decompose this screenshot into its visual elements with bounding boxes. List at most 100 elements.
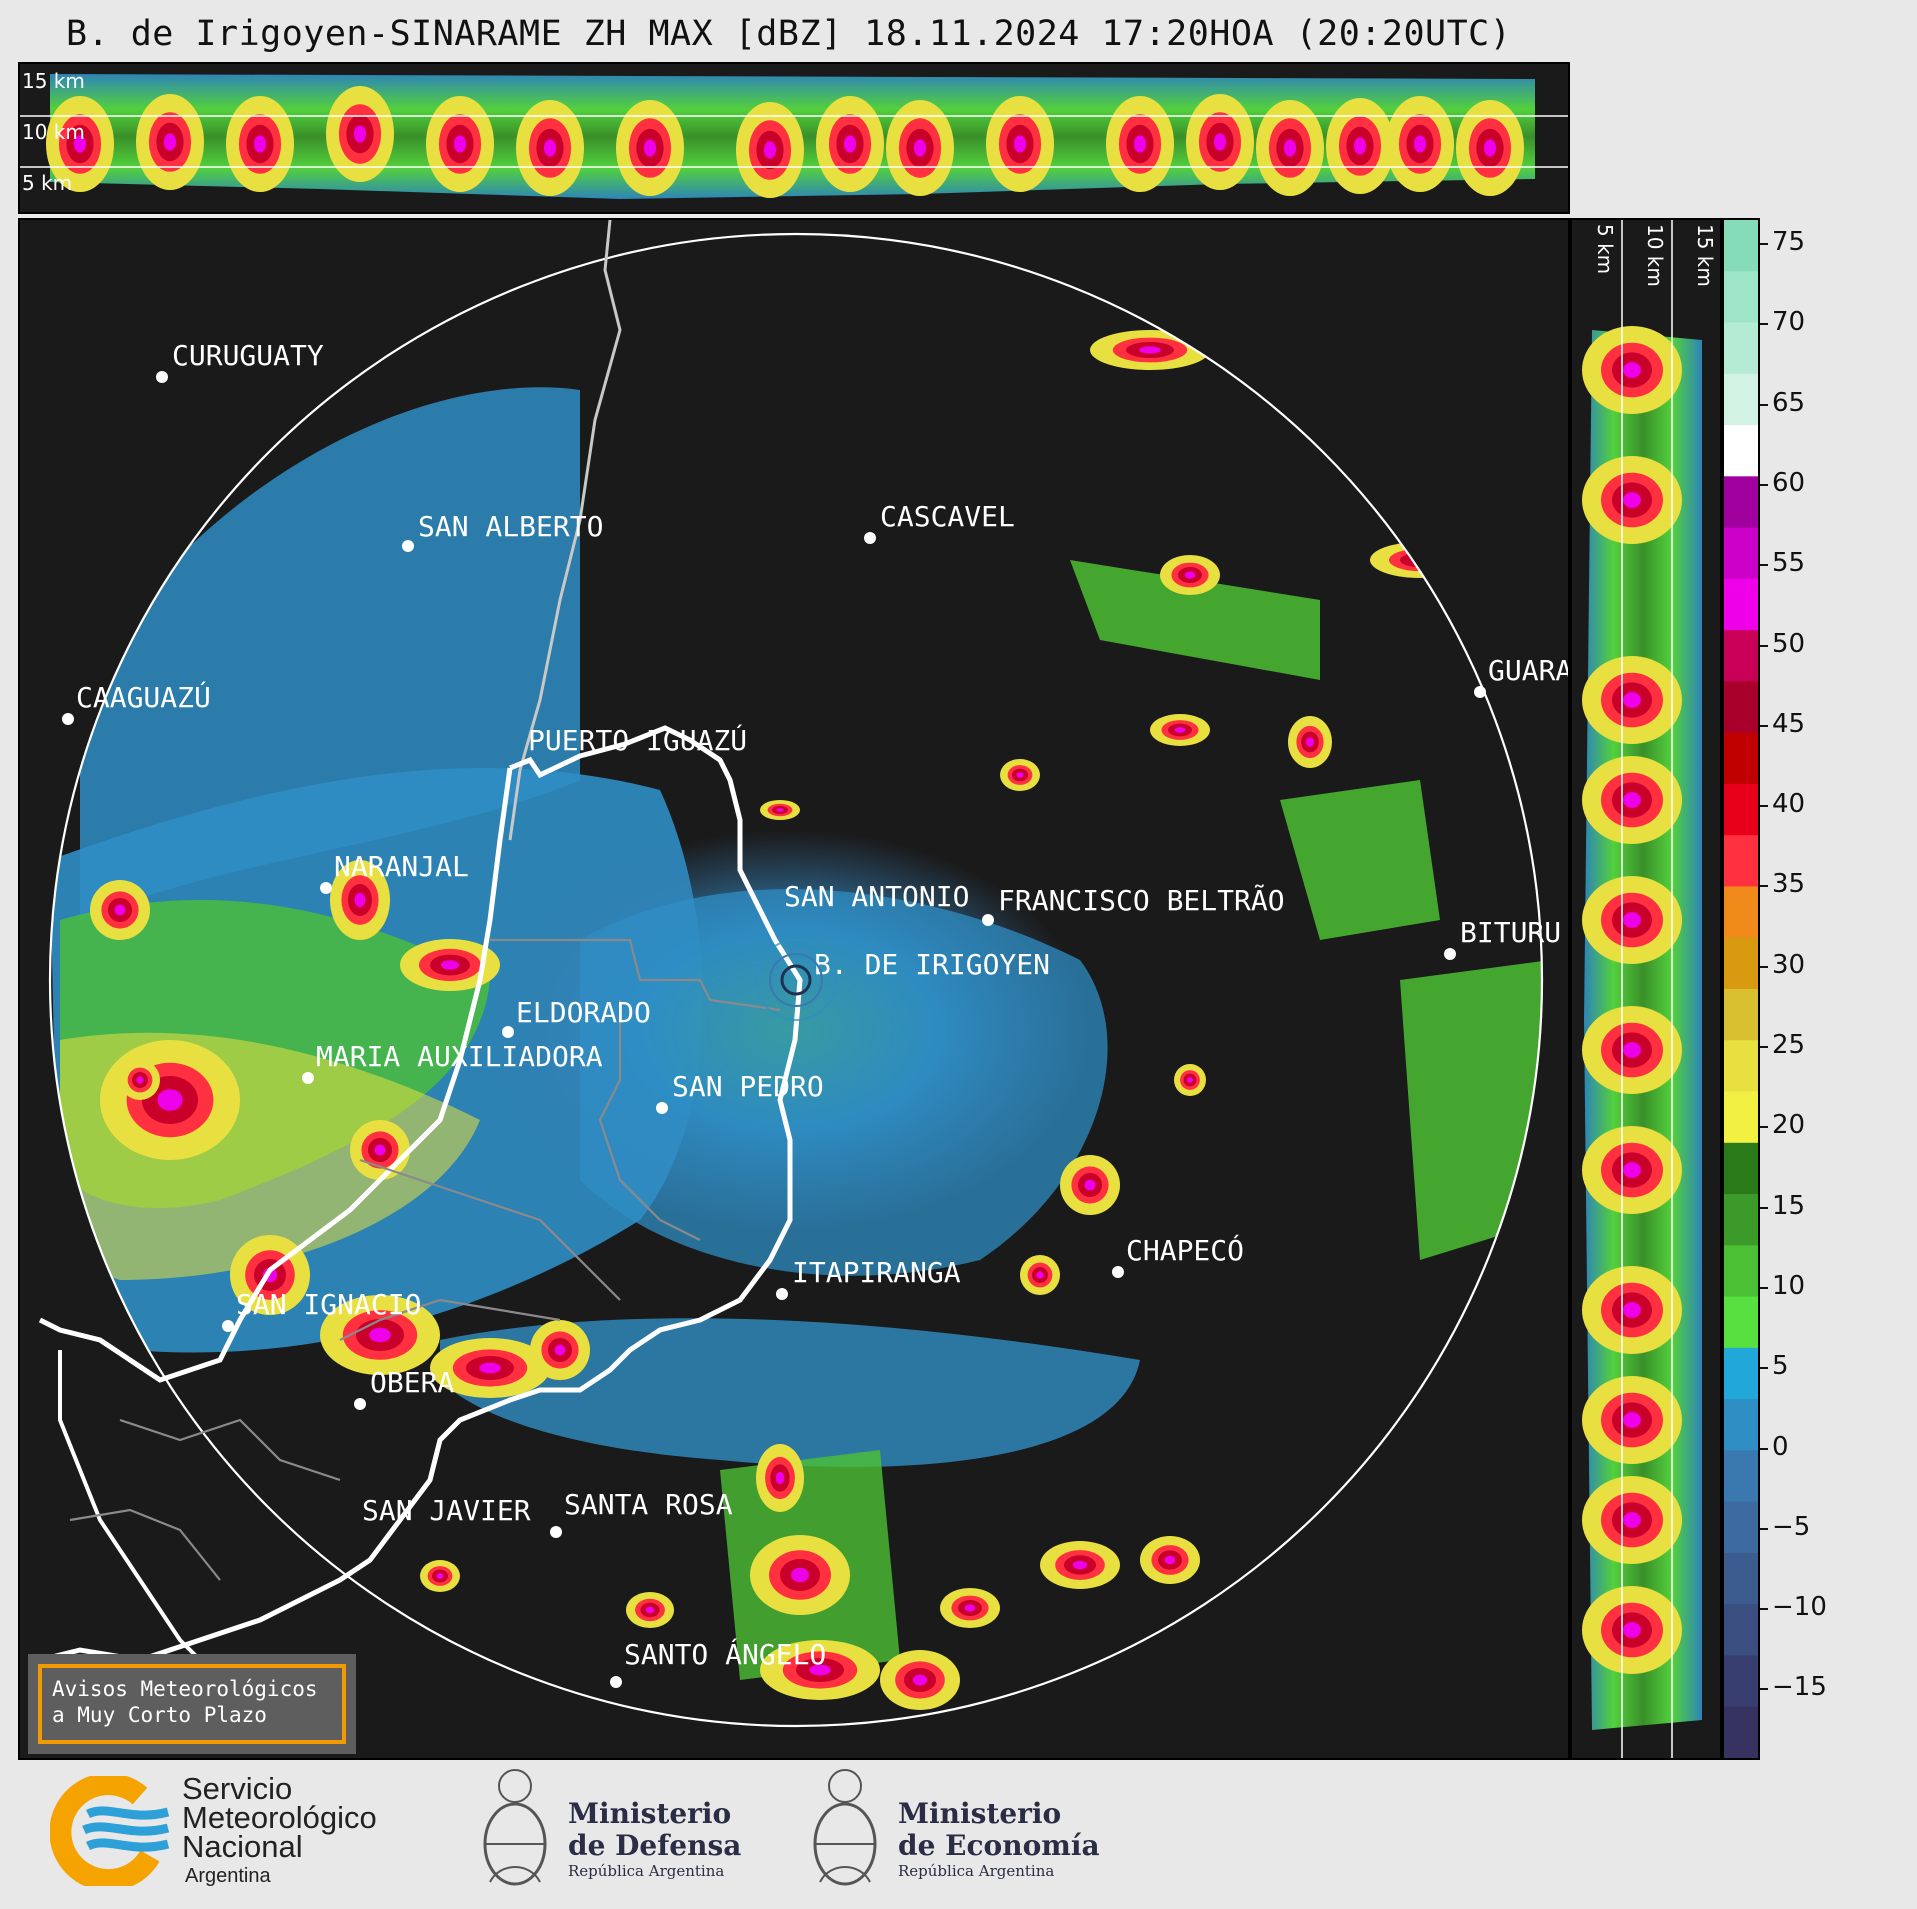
- smn-logo: [50, 1776, 170, 1886]
- colorbar-band: [1724, 783, 1758, 836]
- storm-cell: [775, 1471, 785, 1485]
- economia-line-2: de Economía: [898, 1829, 1100, 1862]
- city-dot-san-alberto[interactable]: [402, 540, 414, 552]
- colorbar-tick: [1760, 1688, 1768, 1691]
- storm-cell-profile: [163, 133, 177, 151]
- colorbar-tick: [1760, 564, 1768, 567]
- colorbar-tick-label: 60: [1772, 467, 1806, 498]
- colorbar-band: [1724, 1194, 1758, 1246]
- city-dot-santo-angelo[interactable]: [610, 1676, 622, 1688]
- colorbar-band: [1724, 1450, 1758, 1503]
- colorbar-tick: [1760, 1447, 1768, 1450]
- colorbar-tick-label: 40: [1772, 789, 1806, 820]
- side-cross-section-svg: 5 km 10 km 15 km: [1582, 220, 1717, 1758]
- colorbar-tick-label: 35: [1772, 869, 1806, 900]
- storm-cell: [1400, 552, 1440, 568]
- city-label-san-pedro: SAN PEDRO: [672, 1070, 824, 1103]
- radar-site: [755, 939, 837, 1021]
- city-dot-francisco-beltrao[interactable]: [982, 914, 994, 926]
- colorbar-tick-label: 10: [1772, 1270, 1806, 1301]
- storm-cell: [791, 1567, 809, 1583]
- storm-cell: [479, 1362, 501, 1374]
- colorbar-tick-label: 75: [1772, 227, 1806, 257]
- storm-cell: [1036, 1271, 1044, 1279]
- colorbar-band: [1724, 1552, 1758, 1605]
- city-dot-obera[interactable]: [354, 1398, 366, 1410]
- radar-map[interactable]: CURUGUATY SAN ALBERTO CASCAVEL CAAGUAZÚ …: [18, 218, 1570, 1760]
- city-label-puerto-iguazu: PUERTO IGUAZÚ: [528, 723, 747, 757]
- storm-cell-profile: [1623, 1302, 1641, 1318]
- storm-cell: [912, 1674, 928, 1686]
- city-label-obera: OBERA: [370, 1366, 454, 1399]
- city-label-santa-rosa: SANTA ROSA: [564, 1488, 733, 1521]
- smn-country: Argentina: [185, 1865, 271, 1887]
- storm-cell: [645, 1606, 655, 1614]
- warning-text: Avisos Meteorológicos a Muy Corto Plazo: [52, 1676, 318, 1728]
- storm-cell-profile: [253, 135, 267, 153]
- city-dot-guara[interactable]: [1474, 686, 1486, 698]
- city-dot-eldorado[interactable]: [502, 1026, 514, 1038]
- city-dot-maria-auxiliadora[interactable]: [302, 1072, 314, 1084]
- storm-cell-profile: [453, 135, 467, 153]
- colorbar-tick-label: 15: [1772, 1190, 1806, 1221]
- colorbar-tick-label: −10: [1772, 1592, 1827, 1623]
- storm-cell-profile: [1623, 362, 1641, 378]
- city-label-naranjal: NARANJAL: [334, 850, 469, 883]
- city-label-san-antonio: SAN ANTONIO: [784, 880, 969, 913]
- colorbar-tick: [1760, 1206, 1768, 1209]
- warning-box-frame[interactable]: [38, 1664, 346, 1744]
- colorbar-band: [1724, 476, 1758, 529]
- province-border-line: [39, 725, 803, 1663]
- storm-cell: [136, 1076, 144, 1084]
- storm-cell: [1306, 737, 1314, 747]
- city-dot-cascavel[interactable]: [864, 532, 876, 544]
- city-dot-curuguaty[interactable]: [156, 371, 168, 383]
- defensa-seal-icon: [470, 1762, 560, 1898]
- city-dot-caaguazu[interactable]: [62, 713, 74, 725]
- height-label-5km-side: 5 km: [1593, 224, 1617, 274]
- city-label-eldorado: ELDORADO: [516, 996, 651, 1029]
- colorbar-tick-label: 65: [1772, 387, 1806, 418]
- colorbar-band: [1724, 1399, 1758, 1451]
- colorbar-band: [1724, 1091, 1758, 1144]
- colorbar-band: [1724, 835, 1758, 888]
- storm-cell: [1016, 772, 1024, 778]
- height-label-10km-side: 10 km: [1643, 224, 1667, 287]
- city-dot-naranjal[interactable]: [320, 882, 332, 894]
- colorbar-tick: [1760, 724, 1768, 727]
- city-dot-san-pedro[interactable]: [656, 1102, 668, 1114]
- colorbar-band: [1724, 1296, 1758, 1349]
- colorbar-band: [1724, 886, 1758, 939]
- city-dot-bituru[interactable]: [1444, 948, 1456, 960]
- city-dot-itapiranga[interactable]: [776, 1288, 788, 1300]
- colorbar-tick: [1760, 644, 1768, 647]
- city-dot-santa-rosa[interactable]: [550, 1526, 562, 1538]
- colorbar-tick-label: 50: [1772, 628, 1806, 659]
- storm-cell: [1184, 571, 1196, 579]
- colorbar-tick: [1760, 965, 1768, 968]
- colorbar-tick-label: −5: [1772, 1511, 1811, 1542]
- colorbar-band: [1724, 322, 1758, 375]
- city-dot-san-ignacio[interactable]: [222, 1320, 234, 1332]
- smn-line-1: Servicio: [182, 1771, 293, 1806]
- economia-line-1: Ministerio: [898, 1797, 1062, 1830]
- storm-cell: [157, 1089, 183, 1111]
- map-title: B. de Irigoyen-SINARAME ZH MAX [dBZ] 18.…: [66, 14, 1512, 54]
- colorbar-band: [1724, 1245, 1758, 1298]
- colorbar-band: [1724, 425, 1758, 477]
- city-label-b-de-irigoyen: B. DE IRIGOYEN: [814, 948, 1050, 981]
- colorbar-svg: [1724, 220, 1758, 1758]
- colorbar-tick: [1760, 1367, 1768, 1370]
- city-label-san-javier: SAN JAVIER: [362, 1494, 531, 1527]
- warning-line-1: Avisos Meteorológicos: [52, 1677, 318, 1701]
- storm-cell: [1389, 548, 1451, 572]
- colorbar-tick: [1760, 323, 1768, 326]
- defensa-line-1: Ministerio: [568, 1797, 732, 1830]
- city-label-san-alberto: SAN ALBERTO: [418, 510, 603, 543]
- city-dot-chapeco[interactable]: [1112, 1266, 1124, 1278]
- colorbar-tick: [1760, 1126, 1768, 1129]
- colorbar-tick-label: 30: [1772, 949, 1806, 980]
- defensa-line-2: de Defensa: [568, 1829, 742, 1862]
- colorbar-band: [1724, 373, 1758, 426]
- storm-cell-profile: [543, 139, 557, 157]
